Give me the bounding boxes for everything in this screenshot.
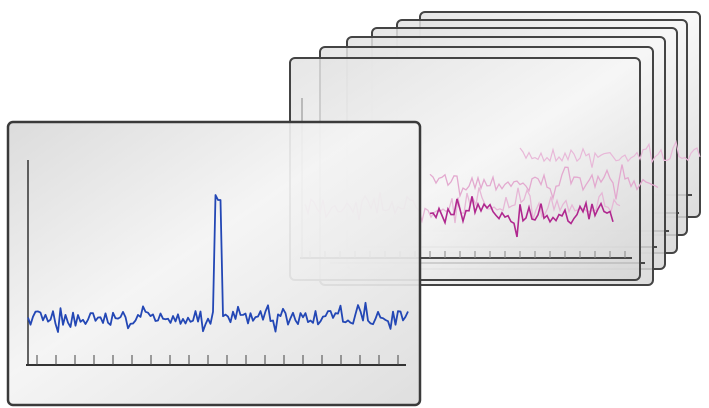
page: (() => { const svg = document.getElement… [0,0,709,408]
illustration [0,0,709,408]
front-panel [8,122,420,405]
